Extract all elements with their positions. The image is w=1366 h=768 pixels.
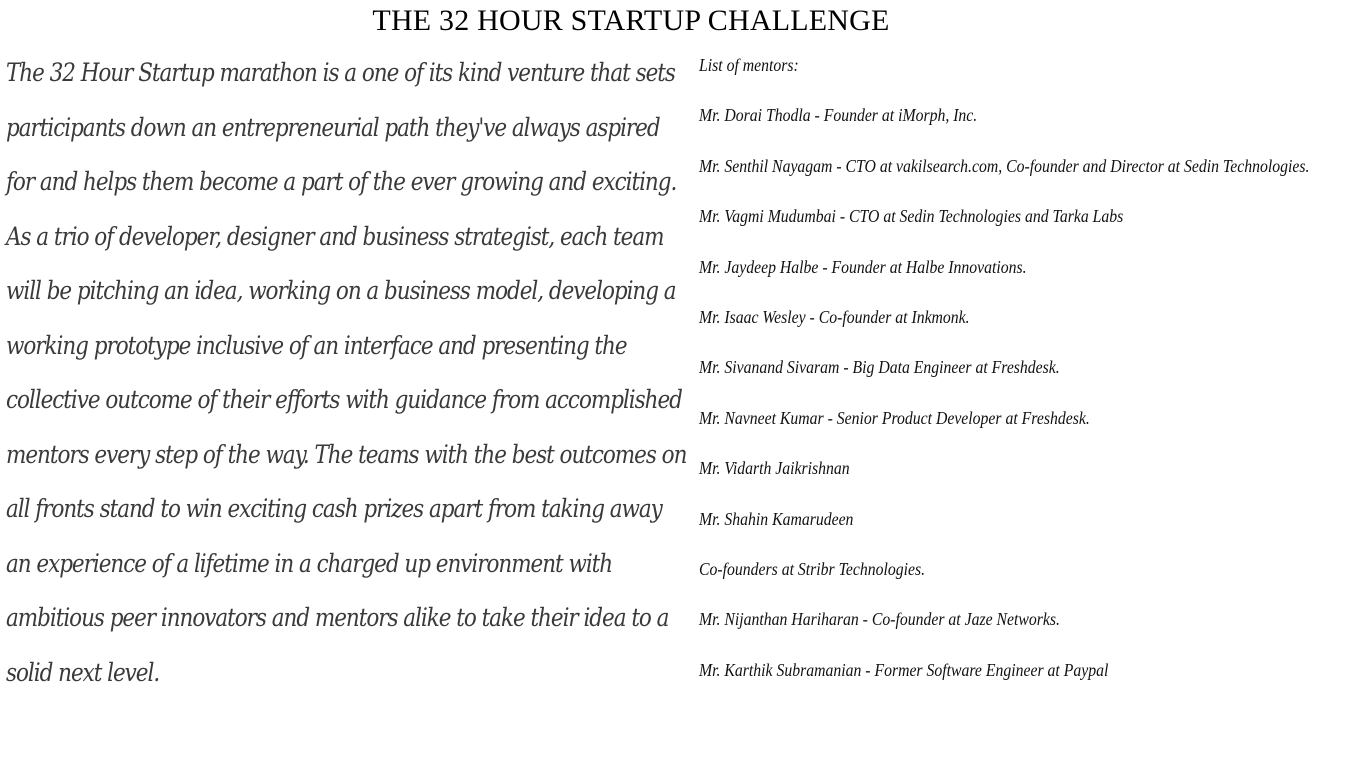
mentor-list-heading: List of mentors: (699, 55, 799, 75)
intro-line: mentors every step of the way. The teams… (6, 439, 687, 469)
mentor-item: Mr. Senthil Nayagam - CTO at vakilsearch… (699, 155, 1310, 176)
intro-line: As a trio of developer, designer and bus… (6, 221, 665, 251)
intro-line: will be pitching an idea, working on a b… (6, 276, 677, 305)
mentor-list: List of mentors: Mr. Dorai Thodla - Foun… (699, 50, 1364, 705)
intro-paragraph: The 32 Hour Startup marathon is a one of… (6, 46, 687, 700)
mentor-item: Mr. Nijanthan Hariharan - Co-founder at … (699, 609, 1060, 630)
intro-line: working prototype inclusive of an interf… (6, 330, 628, 360)
mentor-item: Mr. Vagmi Mudumbai - CTO at Sedin Techno… (699, 206, 1124, 227)
mentor-item: Mr. Sivanand Sivaram - Big Data Engineer… (699, 357, 1060, 378)
mentor-item: Mr. Navneet Kumar - Senior Product Devel… (699, 407, 1090, 428)
mentor-item: Mr. Jaydeep Halbe - Founder at Halbe Inn… (699, 256, 1027, 277)
intro-line: solid next level. (6, 657, 160, 687)
intro-line: The 32 Hour Startup marathon is a one of… (6, 58, 676, 87)
mentor-item: Mr. Isaac Wesley - Co-founder at Inkmonk… (699, 306, 970, 327)
page-title: THE 32 HOUR STARTUP CHALLENGE (372, 4, 890, 37)
intro-line: an experience of a lifetime in a charged… (6, 548, 613, 578)
intro-line: collective outcome of their efforts with… (6, 385, 683, 414)
intro-line: participants down an entrepreneurial pat… (6, 112, 661, 142)
mentor-item: Mr. Shahin Kamarudeen (699, 508, 854, 529)
intro-line: for and helps them become a part of the … (6, 167, 677, 196)
intro-line: ambitious peer innovators and mentors al… (6, 603, 669, 632)
mentor-item: Mr. Karthik Subramanian - Former Softwar… (699, 659, 1109, 680)
intro-line: all fronts stand to win exciting cash pr… (6, 494, 663, 523)
mentor-item: Co-founders at Stribr Technologies. (699, 558, 926, 579)
mentor-item: Mr. Vidarth Jaikrishnan (699, 458, 850, 479)
mentor-item: Mr. Dorai Thodla - Founder at iMorph, In… (699, 105, 978, 126)
